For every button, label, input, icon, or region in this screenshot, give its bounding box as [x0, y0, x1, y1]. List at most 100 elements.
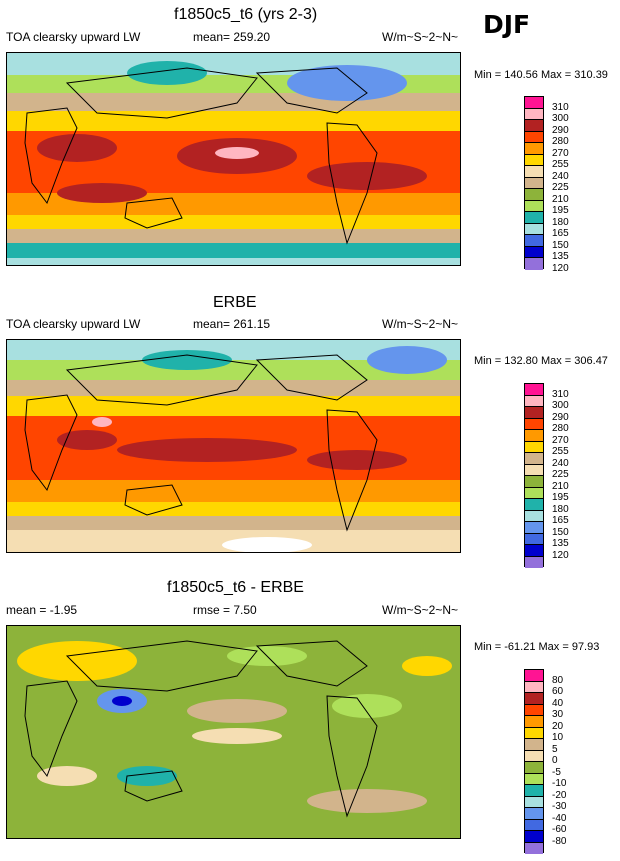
- colorbar-tick-label: -10: [552, 778, 567, 789]
- colorbar-swatch: [525, 670, 543, 682]
- colorbar-tick-label: 120: [552, 262, 569, 274]
- colorbar-swatch: [525, 819, 543, 831]
- colorbar-swatch: [525, 796, 543, 808]
- colorbar-tick-label: 135: [552, 251, 569, 262]
- colorbar-swatch: [525, 154, 543, 166]
- colorbar-swatch: [525, 166, 543, 178]
- panel-3-rmse-label: rmse = 7.50: [193, 603, 257, 617]
- colorbar-tick-label: 60: [552, 686, 564, 697]
- colorbar-swatch: [525, 476, 543, 488]
- colorbar-swatch: [525, 430, 543, 442]
- colorbar-tick-label: -40: [552, 812, 567, 824]
- colorbar-swatch: [525, 556, 543, 568]
- colorbar-tick-label: -60: [552, 824, 567, 835]
- colorbar-tick-label: 180: [552, 216, 569, 228]
- colorbar-tick-label: 5: [552, 743, 558, 755]
- colorbar-swatch: [525, 773, 543, 785]
- colorbar-swatch: [525, 407, 543, 419]
- colorbar-swatch: [525, 97, 543, 109]
- colorbar-tick-label: -80: [552, 835, 567, 847]
- panel-1-map: [6, 52, 461, 266]
- colorbar-swatch: [525, 384, 543, 396]
- colorbar-tick-label: 30: [552, 709, 564, 720]
- panel-1-mean-label: mean= 259.20: [193, 30, 271, 44]
- colorbar-tick-label: 150: [552, 526, 569, 538]
- colorbar-swatch: [525, 762, 543, 774]
- colorbar-swatch: [525, 545, 543, 557]
- colorbar-tick-label: 225: [552, 469, 569, 480]
- colorbar-tick-label: 240: [552, 170, 569, 182]
- colorbar-swatch: [525, 464, 543, 476]
- colorbar-swatch: [525, 533, 543, 545]
- colorbar-tick-label: -20: [552, 789, 567, 801]
- panel-2-map: [6, 339, 461, 553]
- colorbar-tick-label: 195: [552, 492, 569, 503]
- colorbar-swatch: [525, 200, 543, 212]
- colorbar-swatch: [525, 246, 543, 258]
- panel-1-variable-label: TOA clearsky upward LW: [6, 30, 141, 44]
- colorbar-tick-label: 165: [552, 515, 569, 526]
- colorbar-swatch: [525, 177, 543, 189]
- panel-2-title: ERBE: [213, 294, 257, 311]
- colorbar-swatch: [525, 727, 543, 739]
- colorbar-tick-label: 150: [552, 239, 569, 251]
- colorbar-swatch: [525, 120, 543, 132]
- colorbar-swatch: [525, 510, 543, 522]
- panel-3-mean-label: mean = -1.95: [6, 603, 78, 617]
- colorbar-swatch: [525, 235, 543, 247]
- colorbar-tick-label: 310: [552, 101, 569, 113]
- panel-3-colorbar: [524, 669, 544, 854]
- colorbar-tick-label: 210: [552, 480, 569, 492]
- colorbar-swatch: [525, 499, 543, 511]
- colorbar-tick-label: 20: [552, 720, 564, 732]
- colorbar-swatch: [525, 258, 543, 270]
- panel-2-units-label: W/m~S~2~N~: [382, 317, 459, 331]
- colorbar-swatch: [525, 522, 543, 534]
- colorbar-swatch: [525, 808, 543, 820]
- colorbar-swatch: [525, 108, 543, 120]
- panel-3-map: [6, 625, 461, 839]
- colorbar-swatch: [525, 223, 543, 235]
- colorbar-tick-label: 210: [552, 193, 569, 205]
- colorbar-swatch: [525, 842, 543, 854]
- colorbar-swatch: [525, 395, 543, 407]
- colorbar-swatch: [525, 487, 543, 499]
- colorbar-swatch: [525, 212, 543, 224]
- colorbar-tick-label: 280: [552, 423, 569, 434]
- colorbar-tick-label: 255: [552, 446, 569, 457]
- colorbar-swatch: [525, 453, 543, 465]
- colorbar-tick-label: 10: [552, 732, 564, 743]
- panel-2-mean-label: mean= 261.15: [193, 317, 271, 331]
- panel-2-colorbar: [524, 383, 544, 568]
- colorbar-tick-label: 270: [552, 147, 569, 159]
- panel-1-title: f1850c5_t6 (yrs 2-3): [174, 6, 318, 23]
- colorbar-swatch: [525, 750, 543, 762]
- colorbar-tick-label: 310: [552, 388, 569, 400]
- panel-1-minmax: Min = 140.56 Max = 310.39: [474, 69, 608, 81]
- colorbar-swatch: [525, 704, 543, 716]
- panel-2-minmax: Min = 132.80 Max = 306.47: [474, 355, 608, 367]
- colorbar-swatch: [525, 831, 543, 843]
- colorbar-tick-label: 0: [552, 755, 558, 766]
- colorbar-swatch: [525, 131, 543, 143]
- colorbar-tick-label: 40: [552, 697, 564, 709]
- colorbar-tick-label: 180: [552, 503, 569, 515]
- colorbar-tick-label: 255: [552, 159, 569, 170]
- panel-1-units-label: W/m~S~2~N~: [382, 30, 459, 44]
- colorbar-swatch: [525, 716, 543, 728]
- colorbar-tick-label: 135: [552, 538, 569, 549]
- colorbar-tick-label: 300: [552, 400, 569, 411]
- panel-1-colorbar: [524, 96, 544, 270]
- colorbar-tick-label: -30: [552, 801, 567, 812]
- colorbar-swatch: [525, 189, 543, 201]
- colorbar-swatch: [525, 143, 543, 155]
- season-label: DJF: [483, 10, 531, 39]
- colorbar-tick-label: 300: [552, 113, 569, 124]
- colorbar-tick-label: 80: [552, 674, 564, 686]
- colorbar-tick-label: 195: [552, 205, 569, 216]
- colorbar-tick-label: 290: [552, 411, 569, 423]
- colorbar-swatch: [525, 681, 543, 693]
- colorbar-tick-label: -5: [552, 766, 561, 778]
- colorbar-swatch: [525, 693, 543, 705]
- colorbar-tick-label: 240: [552, 457, 569, 469]
